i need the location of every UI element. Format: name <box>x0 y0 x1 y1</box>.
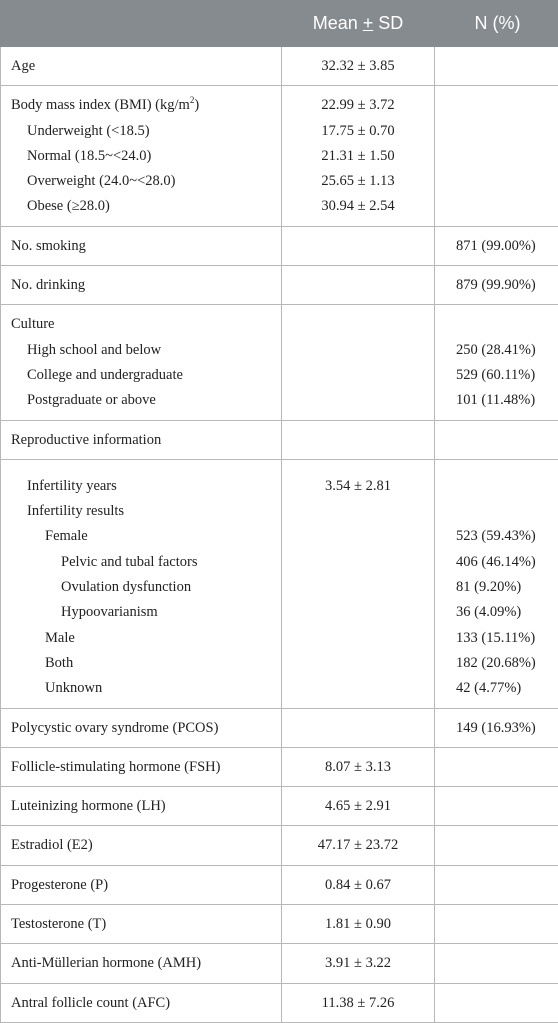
row-label: Body mass index (BMI) (kg/m2) <box>1 93 281 118</box>
row-sublabel: Postgraduate or above <box>1 388 281 413</box>
row-mean: 8.07 ± 3.13 <box>282 755 434 780</box>
row-mean: 32.32 ± 3.85 <box>282 54 434 79</box>
row-n: 529 (60.11%) <box>435 363 558 388</box>
row-mean: 25.65 ± 1.13 <box>282 169 434 194</box>
table-row-culture: Culture High school and below College an… <box>1 305 558 420</box>
table-row-afc: Antral follicle count (AFC) 11.38 ± 7.26 <box>1 983 558 1022</box>
table-row-t: Testosterone (T) 1.81 ± 0.90 <box>1 905 558 944</box>
row-n: 36 (4.09%) <box>435 600 558 625</box>
row-label: Testosterone (T) <box>1 912 281 937</box>
row-sublabel: Male <box>1 626 281 651</box>
row-mean: 4.65 ± 2.91 <box>282 794 434 819</box>
row-sublabel: Hypoovarianism <box>1 600 281 625</box>
row-mean: 0.84 ± 0.67 <box>282 873 434 898</box>
row-label: Reproductive information <box>1 428 281 453</box>
row-label: Follicle-stimulating hormone (FSH) <box>1 755 281 780</box>
header-sd-text: SD <box>373 13 403 33</box>
table-row-bmi: Body mass index (BMI) (kg/m2) Underweigh… <box>1 86 558 226</box>
table-row-fsh: Follicle-stimulating hormone (FSH) 8.07 … <box>1 747 558 786</box>
row-mean: 21.31 ± 1.50 <box>282 144 434 169</box>
row-n: 149 (16.93%) <box>435 716 558 741</box>
row-sublabel: Unknown <box>1 676 281 701</box>
row-label: Estradiol (E2) <box>1 833 281 858</box>
row-n: 42 (4.77%) <box>435 676 558 701</box>
row-mean: 30.94 ± 2.54 <box>282 194 434 219</box>
row-sublabel: Overweight (24.0~<28.0) <box>1 169 281 194</box>
table-row-amh: Anti-Müllerian hormone (AMH) 3.91 ± 3.22 <box>1 944 558 983</box>
row-sublabel: Pelvic and tubal factors <box>1 550 281 575</box>
table-row-p: Progesterone (P) 0.84 ± 0.67 <box>1 865 558 904</box>
row-sublabel: Female <box>1 524 281 549</box>
row-n: 133 (15.11%) <box>435 626 558 651</box>
row-sublabel: College and undergraduate <box>1 363 281 388</box>
row-label: Anti-Müllerian hormone (AMH) <box>1 951 281 976</box>
row-label: Antral follicle count (AFC) <box>1 991 281 1016</box>
header-label <box>1 1 282 47</box>
row-mean: 47.17 ± 23.72 <box>282 833 434 858</box>
row-n: 81 (9.20%) <box>435 575 558 600</box>
row-sublabel: Both <box>1 651 281 676</box>
table-row-smoking: No. smoking 871 (99.00%) <box>1 226 558 265</box>
row-label: No. smoking <box>1 234 281 259</box>
row-sublabel: Infertility years <box>1 474 281 499</box>
header-plusminus: + <box>363 13 374 33</box>
row-label: No. drinking <box>1 273 281 298</box>
row-label: Culture <box>1 312 281 337</box>
row-n: 879 (99.90%) <box>435 273 558 298</box>
header-n-percent: N (%) <box>435 1 558 47</box>
row-sublabel: High school and below <box>1 338 281 363</box>
row-label: Luteinizing hormone (LH) <box>1 794 281 819</box>
row-label: Age <box>1 54 281 79</box>
row-label: Polycystic ovary syndrome (PCOS) <box>1 716 281 741</box>
row-sublabel: Ovulation dysfunction <box>1 575 281 600</box>
row-n: 101 (11.48%) <box>435 388 558 413</box>
header-mean-text: Mean <box>313 13 363 33</box>
header-row: Mean + SD N (%) <box>1 1 558 47</box>
row-n: 871 (99.00%) <box>435 234 558 259</box>
row-mean: 17.75 ± 0.70 <box>282 119 434 144</box>
row-n: 250 (28.41%) <box>435 338 558 363</box>
table-row-infertility: Infertility years Infertility results Fe… <box>1 459 558 708</box>
row-mean: 3.54 ± 2.81 <box>282 474 434 499</box>
table-row-reproductive: Reproductive information <box>1 420 558 459</box>
row-sublabel: Normal (18.5~<24.0) <box>1 144 281 169</box>
row-n: 406 (46.14%) <box>435 550 558 575</box>
row-sublabel: Obese (≥28.0) <box>1 194 281 219</box>
row-n <box>435 54 558 79</box>
row-mean: 3.91 ± 3.22 <box>282 951 434 976</box>
row-sublabel: Infertility results <box>1 499 281 524</box>
table-row-lh: Luteinizing hormone (LH) 4.65 ± 2.91 <box>1 787 558 826</box>
row-sublabel: Underweight (<18.5) <box>1 119 281 144</box>
row-mean: 11.38 ± 7.26 <box>282 991 434 1016</box>
table-row-drinking: No. drinking 879 (99.90%) <box>1 266 558 305</box>
header-mean-sd: Mean + SD <box>282 1 435 47</box>
row-mean: 22.99 ± 3.72 <box>282 93 434 118</box>
row-label: Progesterone (P) <box>1 873 281 898</box>
row-mean: 1.81 ± 0.90 <box>282 912 434 937</box>
table-row-pcos: Polycystic ovary syndrome (PCOS) 149 (16… <box>1 708 558 747</box>
row-n: 182 (20.68%) <box>435 651 558 676</box>
row-n: 523 (59.43%) <box>435 524 558 549</box>
table-row-age: Age 32.32 ± 3.85 <box>1 47 558 86</box>
table-row-e2: Estradiol (E2) 47.17 ± 23.72 <box>1 826 558 865</box>
